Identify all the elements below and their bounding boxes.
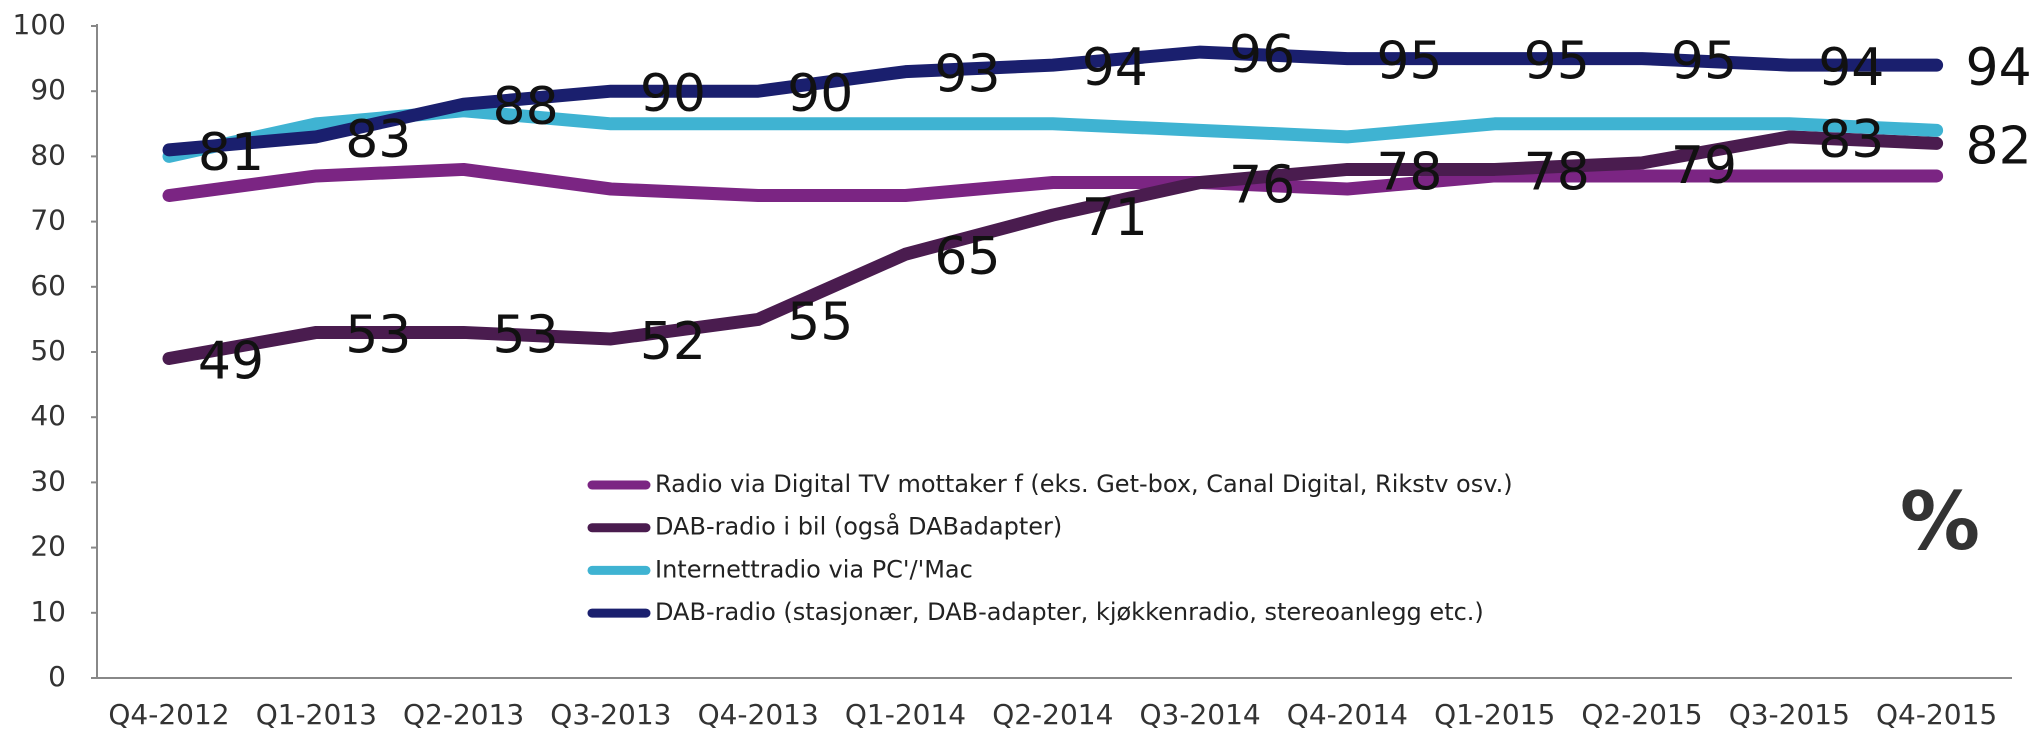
data-label: 95 [1524, 32, 1590, 92]
series-line [162, 45, 1944, 157]
y-tick-label: 30 [30, 464, 66, 497]
x-tick-label: Q3-2014 [1139, 698, 1260, 731]
data-label: 88 [493, 77, 559, 137]
y-tick-label: 40 [30, 399, 66, 432]
data-label: 53 [493, 305, 559, 365]
y-tick-label: 50 [30, 334, 66, 367]
data-label: 82 [1966, 116, 2032, 176]
y-tick-label: 90 [30, 73, 66, 106]
data-label: 49 [198, 332, 264, 392]
x-tick-label: Q3-2013 [550, 698, 671, 731]
series-line [162, 162, 1944, 203]
y-tick-label: 60 [30, 269, 66, 302]
data-label: 90 [640, 64, 706, 124]
data-label: 55 [787, 292, 853, 352]
data-label: 79 [1671, 136, 1737, 196]
x-tick-label: Q1-2015 [1434, 698, 1555, 731]
data-label: 95 [1671, 32, 1737, 92]
y-tick-label: 0 [48, 660, 66, 693]
legend-label: DAB-radio i bil (også DABadapter) [655, 512, 1062, 541]
x-tick-label: Q4-2015 [1876, 698, 1997, 731]
legend-label: Radio via Digital TV mottaker f (eks. Ge… [655, 470, 1513, 498]
y-tick-label: 80 [30, 138, 66, 171]
unit-label: % [1900, 475, 1980, 568]
data-label: 90 [787, 64, 853, 124]
data-label: 95 [1376, 32, 1442, 92]
data-label: 81 [198, 123, 264, 183]
data-label: 93 [934, 45, 1000, 105]
data-label: 83 [345, 110, 411, 170]
y-tick-label: 70 [30, 204, 66, 237]
y-tick-label: 100 [13, 8, 66, 41]
x-tick-label: Q1-2013 [256, 698, 377, 731]
data-label: 65 [934, 227, 1000, 287]
legend-label: DAB-radio (stasjonær, DAB-adapter, kjøkk… [655, 598, 1484, 626]
y-tick-label: 20 [30, 530, 66, 563]
x-tick-label: Q2-2013 [403, 698, 524, 731]
series-line [162, 130, 1944, 366]
x-tick-label: Q4-2013 [698, 698, 819, 731]
data-label: 52 [640, 312, 706, 372]
x-tick-label: Q3-2015 [1729, 698, 1850, 731]
data-label: 94 [1818, 38, 1884, 98]
legend-label: Internettradio via PC'/'Mac [655, 555, 973, 583]
x-tick-label: Q4-2014 [1287, 698, 1408, 731]
data-label: 78 [1524, 142, 1590, 202]
data-label: 83 [1818, 110, 1884, 170]
data-label: 94 [1966, 38, 2032, 98]
data-label: 96 [1229, 25, 1295, 85]
data-label: 71 [1082, 188, 1148, 248]
x-tick-label: Q4-2012 [108, 698, 229, 731]
y-tick-label: 10 [30, 595, 66, 628]
data-label: 53 [345, 305, 411, 365]
data-label: 94 [1082, 38, 1148, 98]
data-label: 76 [1229, 155, 1295, 215]
x-tick-label: Q2-2014 [992, 698, 1113, 731]
x-tick-label: Q2-2015 [1581, 698, 1702, 731]
data-label: 78 [1376, 142, 1442, 202]
x-tick-label: Q1-2014 [845, 698, 966, 731]
